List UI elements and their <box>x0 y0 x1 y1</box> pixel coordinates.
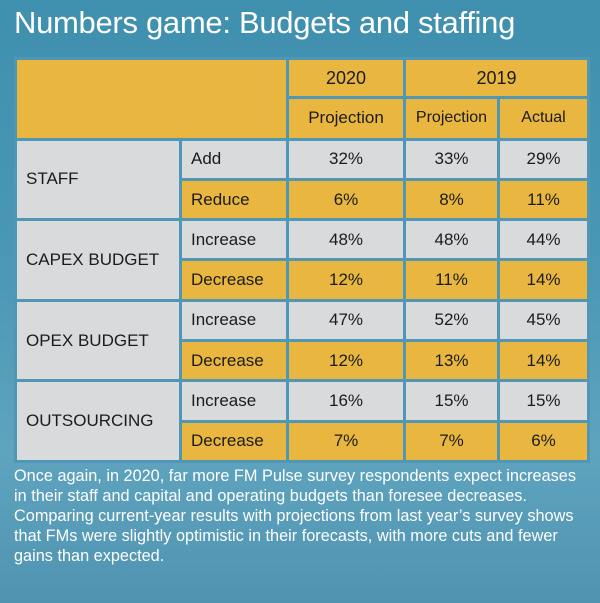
row-label-decrease: Decrease <box>179 419 289 464</box>
column-header-2020-projection: Projection <box>286 96 406 141</box>
value-cell: 12% <box>286 258 406 302</box>
table-row: Decrease 12% 13% 14% <box>16 339 591 383</box>
value-cell: 15% <box>403 379 500 423</box>
table-row: OPEX BUDGET Increase 47% 52% 45% <box>14 298 591 383</box>
value-cell: 14% <box>496 258 591 302</box>
value-cell: 48% <box>286 218 406 262</box>
row-label-decrease: Decrease <box>179 339 289 383</box>
table-row: Reduce 6% 8% 11% <box>16 177 591 222</box>
data-table: 2020 2019 Projection Projection Actual S… <box>14 56 591 464</box>
value-cell: 11% <box>403 258 500 302</box>
row-label-increase: Increase <box>179 218 289 262</box>
value-cell: 6% <box>286 177 406 222</box>
group-label-capex-budget: CAPEX BUDGET <box>14 218 182 302</box>
table-row: STAFF Add 32% 33% 29% <box>14 137 591 222</box>
column-header-2019-actual: Actual <box>496 96 591 141</box>
page-title: Numbers game: Budgets and staffing <box>14 5 516 40</box>
value-cell: 8% <box>403 177 500 222</box>
table-row: Decrease 7% 7% 6% <box>16 419 591 464</box>
value-cell: 44% <box>496 218 591 262</box>
value-cell: 29% <box>496 137 591 181</box>
table-row: CAPEX BUDGET Increase 48% 48% 44% <box>14 218 591 302</box>
table-row: OUTSOURCING Increase 16% 15% 15% <box>14 379 591 463</box>
value-cell: 48% <box>403 218 500 262</box>
value-cell: 6% <box>496 419 591 464</box>
value-cell: 16% <box>286 379 406 423</box>
value-cell: 14% <box>496 339 591 383</box>
corner-cell <box>14 57 289 141</box>
row-label-increase: Increase <box>179 379 289 423</box>
group-label-opex-budget: OPEX BUDGET <box>14 298 182 383</box>
table-row: Decrease 12% 11% 14% <box>16 258 591 302</box>
value-cell: 13% <box>403 339 500 383</box>
value-cell: 12% <box>286 339 406 383</box>
group-label-outsourcing: OUTSOURCING <box>14 379 182 463</box>
caption-text: Once again, in 2020, far more FM Pulse s… <box>14 467 576 565</box>
row-label-add: Add <box>179 137 289 181</box>
table-body: 2020 2019 Projection Projection Actual S… <box>14 56 591 464</box>
value-cell: 45% <box>496 298 591 343</box>
column-header-2019-projection: Projection <box>403 96 500 141</box>
value-cell: 7% <box>403 419 500 464</box>
value-cell: 15% <box>496 379 591 423</box>
year-header-2020: 2020 <box>286 56 406 100</box>
row-label-reduce: Reduce <box>179 177 289 222</box>
year-header-2019: 2019 <box>402 56 591 100</box>
row-label-decrease: Decrease <box>179 258 289 302</box>
group-label-staff: STAFF <box>14 137 182 222</box>
row-label-increase: Increase <box>179 298 289 343</box>
value-cell: 11% <box>496 177 591 222</box>
value-cell: 33% <box>403 137 500 181</box>
value-cell: 7% <box>286 419 406 464</box>
value-cell: 52% <box>403 298 500 343</box>
value-cell: 32% <box>286 137 406 181</box>
value-cell: 47% <box>286 298 406 343</box>
